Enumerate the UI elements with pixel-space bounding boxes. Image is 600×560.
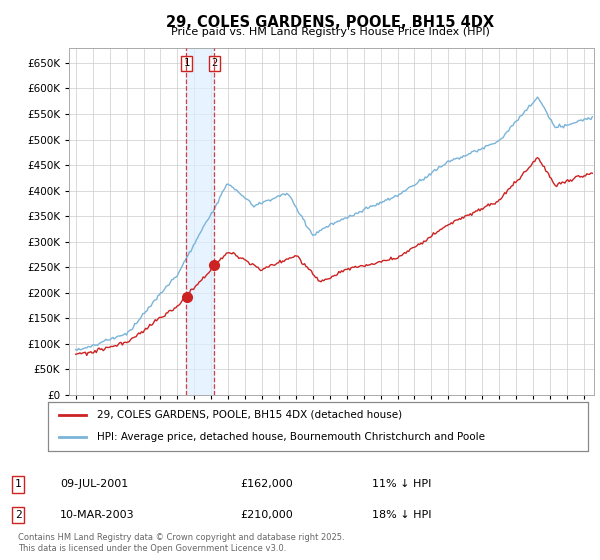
Text: 1: 1 (183, 58, 190, 68)
Text: 18% ↓ HPI: 18% ↓ HPI (372, 510, 431, 520)
Text: £162,000: £162,000 (240, 479, 293, 489)
Text: Price paid vs. HM Land Registry's House Price Index (HPI): Price paid vs. HM Land Registry's House … (170, 27, 490, 37)
Bar (187, 48, 214, 395)
Text: Contains HM Land Registry data © Crown copyright and database right 2025.
This d: Contains HM Land Registry data © Crown c… (18, 533, 344, 553)
Text: HPI: Average price, detached house, Bournemouth Christchurch and Poole: HPI: Average price, detached house, Bour… (97, 432, 485, 442)
Text: 29, COLES GARDENS, POOLE, BH15 4DX (detached house): 29, COLES GARDENS, POOLE, BH15 4DX (deta… (97, 410, 402, 420)
Text: 29, COLES GARDENS, POOLE, BH15 4DX: 29, COLES GARDENS, POOLE, BH15 4DX (166, 15, 494, 30)
Text: £210,000: £210,000 (240, 510, 293, 520)
Text: 2: 2 (14, 510, 22, 520)
Text: 11% ↓ HPI: 11% ↓ HPI (372, 479, 431, 489)
Text: 2: 2 (211, 58, 218, 68)
Text: 1: 1 (14, 479, 22, 489)
Text: 09-JUL-2001: 09-JUL-2001 (60, 479, 128, 489)
Text: 10-MAR-2003: 10-MAR-2003 (60, 510, 134, 520)
